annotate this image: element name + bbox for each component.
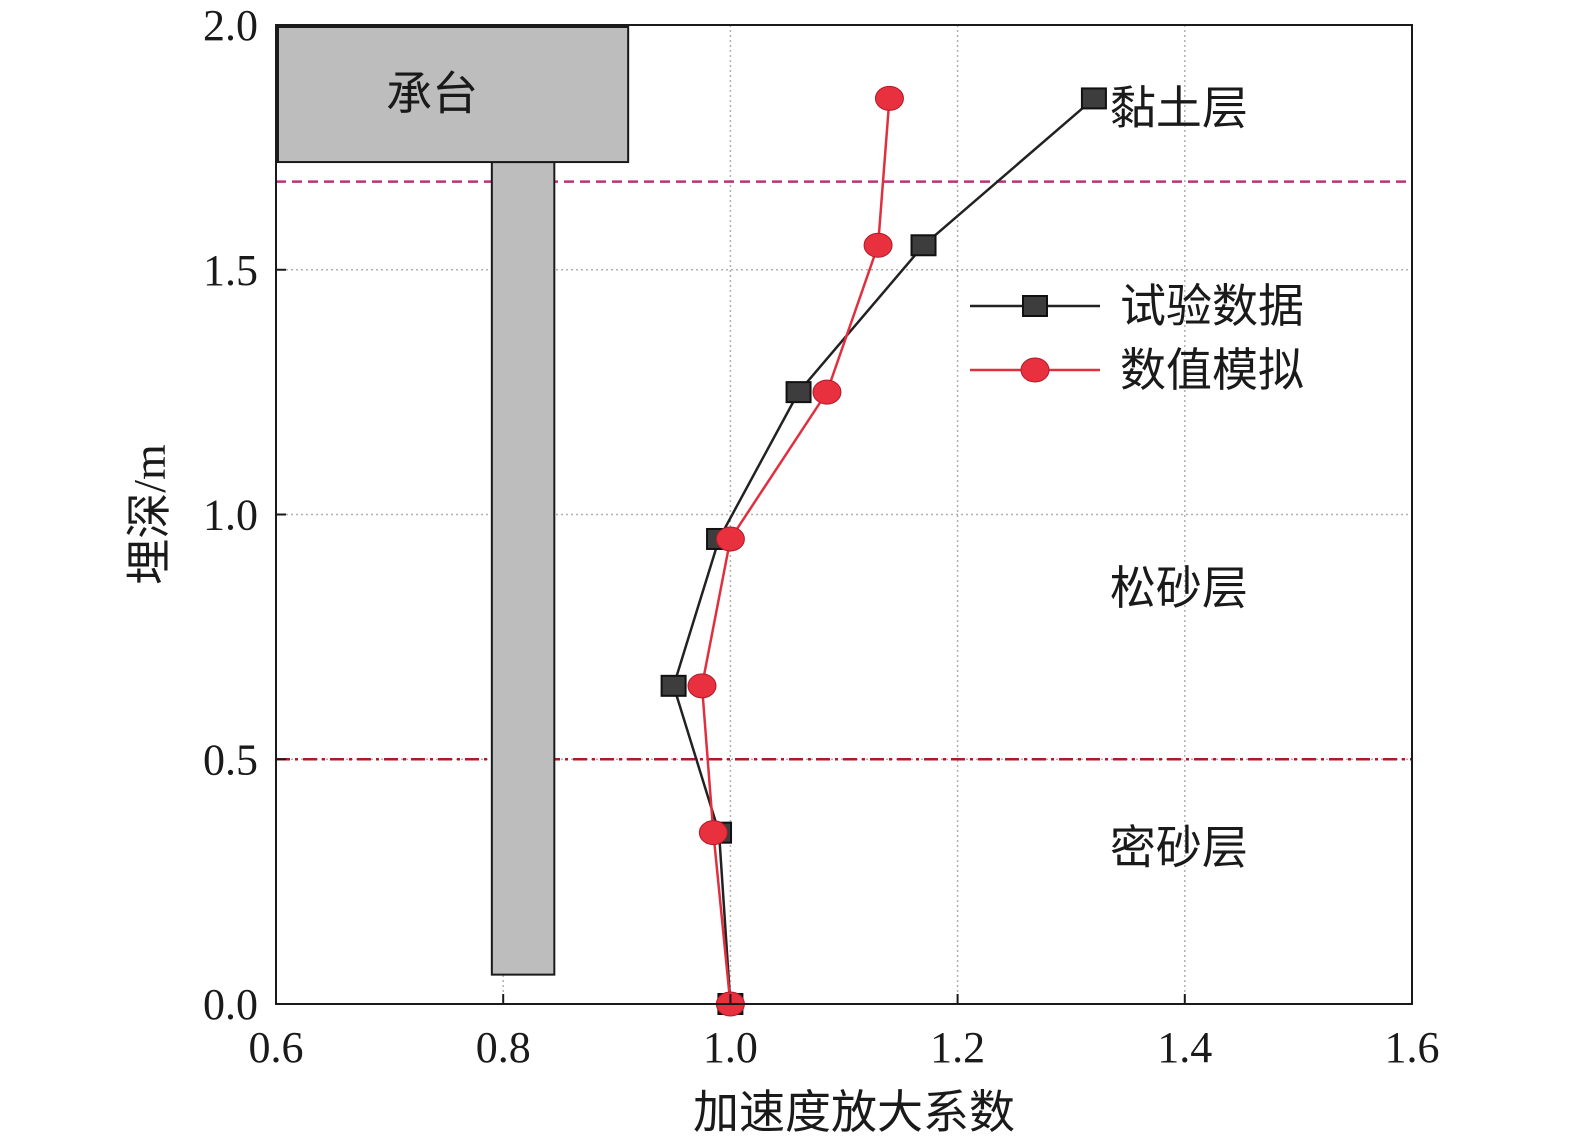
data-point-numerical-simulation (687, 673, 717, 699)
x-tick-label: 0.6 (249, 1023, 304, 1072)
ticks: 0.6 0.8 1.0 1.2 1.4 1.6 0.0 0.5 1.0 1.5 2.0 (203, 1, 1440, 1072)
series (660, 85, 1107, 1017)
data-point-test-data (660, 674, 687, 697)
pile-cap-label: 承台 (386, 69, 478, 120)
reference-lines (276, 180, 1412, 761)
data-point-test-data (1080, 87, 1107, 110)
legend-marker-test-data (1022, 295, 1048, 317)
pile-shaft (490, 161, 556, 976)
x-tick-label: 1.6 (1385, 1023, 1440, 1072)
data-point-test-data (910, 234, 937, 257)
soil-layer-label: 松砂层 (1110, 563, 1248, 614)
pile-structure: 承台 (277, 26, 630, 976)
x-tick-label: 0.8 (476, 1023, 531, 1072)
data-point-numerical-simulation (698, 820, 728, 846)
soil-layer-label: 黏土层 (1110, 83, 1248, 134)
x-axis-title: 加速度放大系数 (693, 1087, 1015, 1138)
pile-cap (277, 26, 630, 164)
y-tick-label: 0.5 (203, 735, 258, 784)
y-tick-label: 1.5 (203, 246, 258, 295)
legend-label-numerical-simulation: 数值模拟 (1120, 345, 1304, 396)
x-tick-label: 1.2 (930, 1023, 985, 1072)
legend-label-test-data: 试验数据 (1120, 281, 1304, 332)
legend-marker-numerical-simulation (1020, 357, 1050, 383)
y-axis-title: 埋深/m (124, 444, 175, 585)
data-point-test-data (785, 381, 812, 404)
y-tick-label: 2.0 (203, 1, 258, 50)
x-tick-label: 1.0 (703, 1023, 758, 1072)
data-point-numerical-simulation (812, 379, 842, 405)
data-point-numerical-simulation (874, 85, 904, 111)
y-tick-label: 1.0 (203, 491, 258, 540)
soil-layer-label: 密砂层 (1110, 822, 1248, 873)
y-tick-label: 0.0 (203, 980, 258, 1029)
data-point-numerical-simulation (715, 526, 745, 552)
data-point-numerical-simulation (863, 232, 893, 258)
x-tick-label: 1.4 (1157, 1023, 1212, 1072)
